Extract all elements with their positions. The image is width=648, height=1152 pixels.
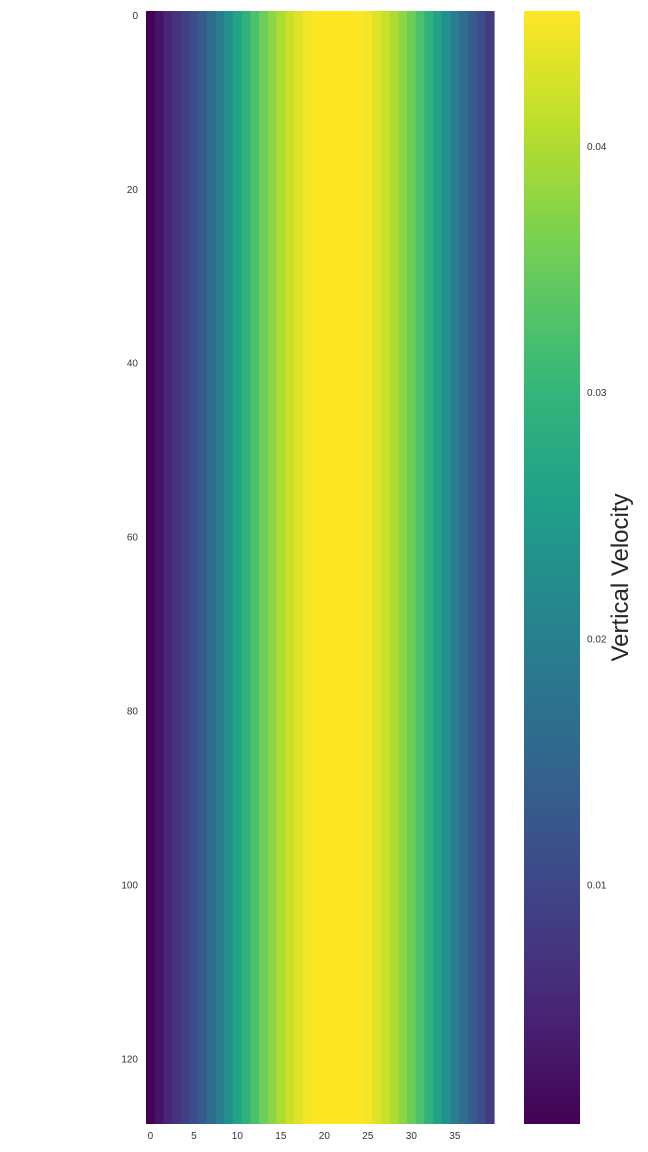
heatmap-column-35: [450, 11, 460, 1124]
heatmap-column-10: [233, 11, 243, 1124]
heatmap-column-8: [215, 11, 225, 1124]
heatmap-column-28: [389, 11, 399, 1124]
y-tick-label: 40: [127, 359, 139, 370]
heatmap-column-24: [354, 11, 365, 1124]
heatmap-column-34: [441, 11, 452, 1124]
y-tick-label: 0: [132, 11, 138, 22]
y-axis: 0 20 40 60 80 100 120: [121, 11, 138, 1065]
heatmap-column-26: [372, 11, 382, 1124]
colorbar-tick-label: 0.03: [587, 388, 607, 399]
heatmap-column-31: [415, 11, 425, 1124]
heatmap-column-9: [224, 11, 234, 1124]
colorbar-label: Vertical Velocity: [607, 493, 634, 661]
heatmap-column-13: [259, 11, 269, 1124]
x-tick-label: 20: [319, 1131, 331, 1142]
y-tick-label: 120: [121, 1054, 138, 1065]
heatmap-column-0: [146, 11, 156, 1124]
heatmap-column-17: [293, 11, 304, 1124]
heatmap-column-6: [198, 11, 208, 1124]
x-axis: 0 5 10 15 20 25 30 35: [148, 1131, 461, 1142]
heatmap-column-38: [476, 11, 486, 1124]
heatmap-column-39: [485, 11, 495, 1124]
heatmap-column-29: [398, 11, 408, 1124]
heatmap-column-25: [363, 11, 373, 1124]
heatmap-column-5: [189, 11, 199, 1124]
colorbar-tick-label: 0.04: [587, 142, 607, 153]
y-tick-label: 100: [121, 880, 138, 891]
heatmap-column-18: [302, 11, 312, 1124]
heatmap-column-16: [285, 11, 295, 1124]
heatmap-column-4: [180, 11, 191, 1124]
heatmap-column-33: [433, 11, 443, 1124]
x-tick-label: 0: [148, 1131, 154, 1142]
colorbar: [524, 11, 580, 1124]
y-tick-label: 60: [127, 533, 139, 544]
heatmap-column-12: [250, 11, 260, 1124]
y-tick-label: 80: [127, 706, 139, 717]
heatmap-column-32: [424, 11, 434, 1124]
heatmap-column-15: [276, 11, 286, 1124]
heatmap-column-1: [154, 11, 164, 1124]
heatmap-plot-area: [146, 11, 495, 1124]
heatmap-column-11: [241, 11, 251, 1124]
heatmap-column-14: [267, 11, 278, 1124]
colorbar-tick-label: 0.02: [587, 634, 607, 645]
x-tick-label: 10: [232, 1131, 244, 1142]
colorbar-tick-label: 0.01: [587, 881, 607, 892]
heatmap-column-37: [467, 11, 478, 1124]
colorbar-ticks: 0.01 0.02 0.03 0.04: [587, 142, 607, 892]
x-tick-label: 30: [406, 1131, 418, 1142]
x-tick-label: 25: [362, 1131, 374, 1142]
x-tick-label: 35: [449, 1131, 461, 1142]
heatmap-column-21: [328, 11, 338, 1124]
y-tick-label: 20: [127, 185, 139, 196]
heatmap-column-19: [311, 11, 321, 1124]
heatmap-column-30: [407, 11, 417, 1124]
x-tick-label: 15: [275, 1131, 287, 1142]
heatmap-column-22: [337, 11, 347, 1124]
heatmap-column-2: [163, 11, 173, 1124]
heatmap-column-36: [459, 11, 469, 1124]
x-tick-label: 5: [191, 1131, 197, 1142]
heatmap-column-27: [380, 11, 391, 1124]
heatmap-column-7: [206, 11, 217, 1124]
heatmap-column-20: [320, 11, 330, 1124]
heatmap-column-23: [346, 11, 356, 1124]
heatmap-column-3: [172, 11, 182, 1124]
